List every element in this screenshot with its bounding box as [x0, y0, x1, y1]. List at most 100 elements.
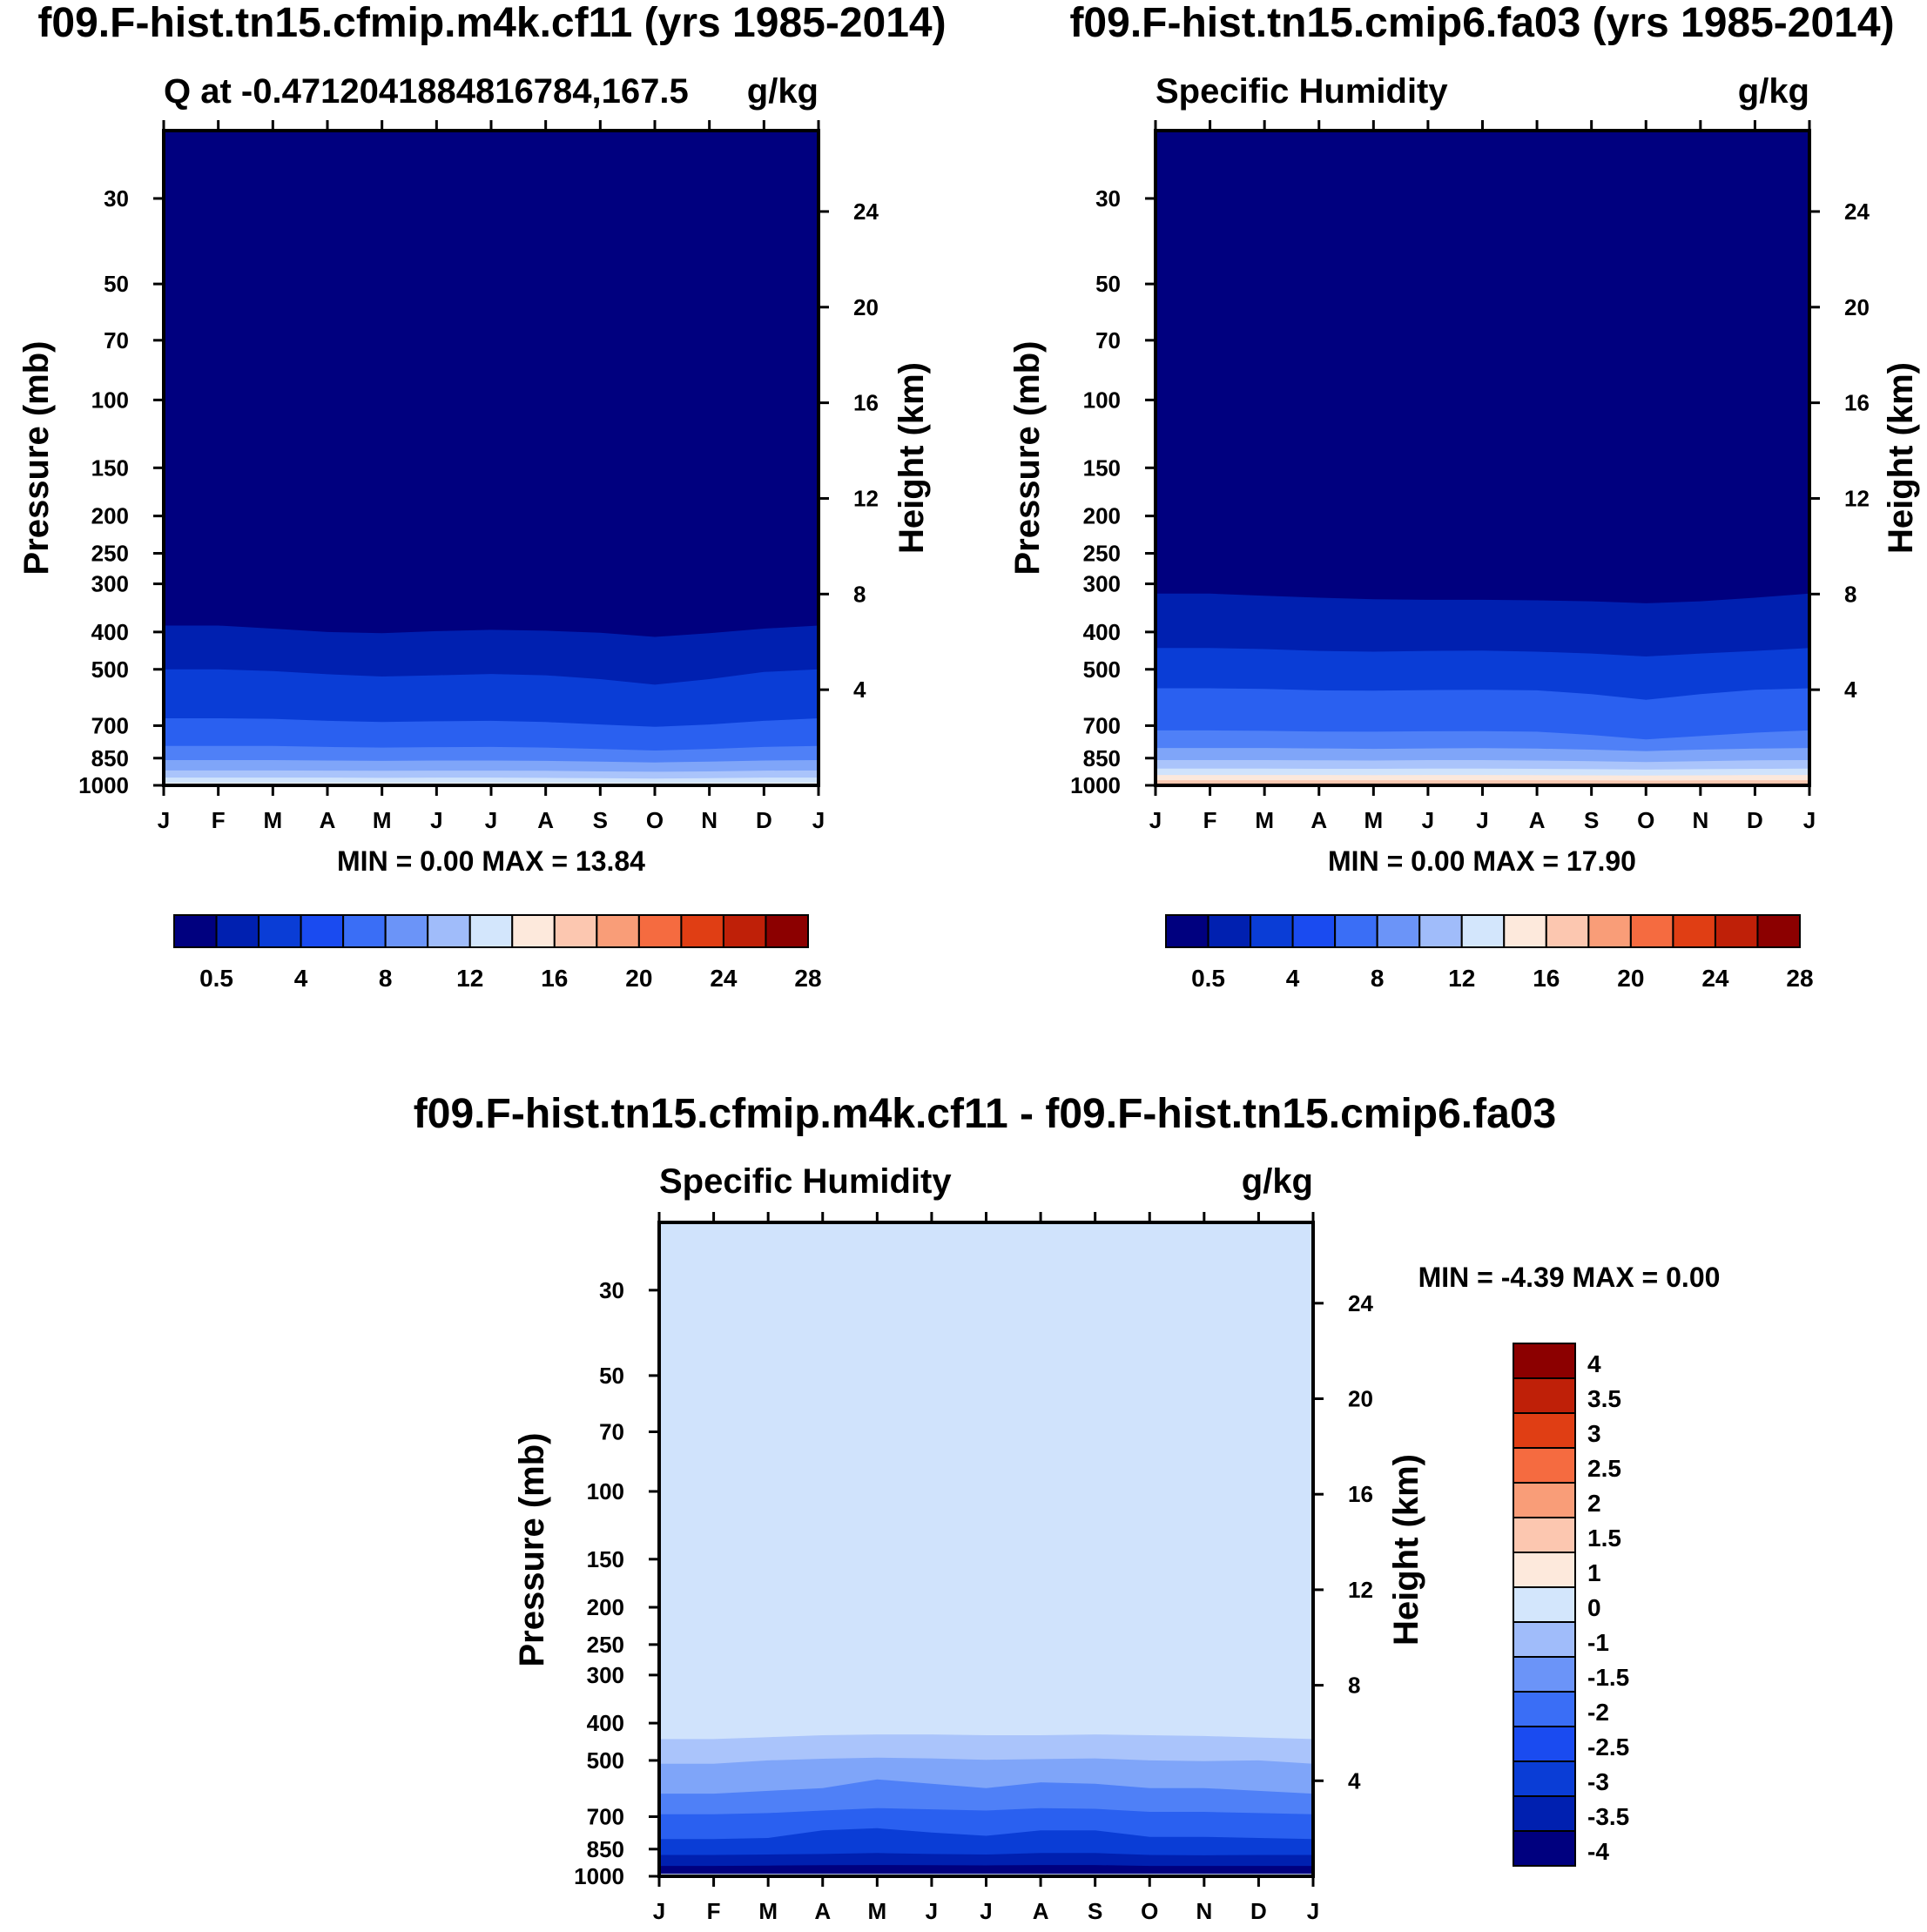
- panel-3-subtitle-left: Specific Humidity: [659, 1162, 952, 1201]
- y-tick-label: 400: [587, 1710, 624, 1736]
- x-tick-label: M: [373, 807, 392, 833]
- colorbar-label: 1: [1587, 1559, 1601, 1586]
- y-tick-label: 850: [91, 745, 129, 771]
- x-tick-label: J: [1307, 1898, 1319, 1924]
- panel-3-ylabel-right: Height (km): [1387, 1454, 1425, 1646]
- colorbar-box: [1503, 914, 1547, 948]
- x-tick-label: D: [1747, 807, 1763, 833]
- x-tick-label: M: [263, 807, 282, 833]
- y-tick-label: 400: [91, 619, 129, 645]
- colorbar-label: 0: [1587, 1594, 1601, 1621]
- colorbar-label: 12: [1448, 965, 1475, 992]
- colorbar-box: [596, 914, 640, 948]
- contour-band-7: [659, 1865, 1313, 1876]
- x-tick-label: J: [1422, 807, 1434, 833]
- panel-1-subtitle-left: Q at -0.4712041884816784,167.5: [164, 72, 689, 111]
- colorbar-label: 3: [1587, 1420, 1601, 1447]
- x-tick-label: J: [1803, 807, 1816, 833]
- y-right-tick-label: 20: [1348, 1386, 1373, 1412]
- y-tick-label: 700: [1083, 712, 1121, 738]
- x-tick-label: J: [158, 807, 170, 833]
- colorbar-box: [553, 914, 598, 948]
- colorbar-box: [511, 914, 556, 948]
- colorbar-box: [1587, 914, 1632, 948]
- x-tick-label: M: [758, 1898, 778, 1924]
- y-tick-label: 500: [1083, 656, 1121, 683]
- colorbar-box: [1250, 914, 1294, 948]
- colorbar-box: [173, 914, 218, 948]
- colorbar-box: [1756, 914, 1802, 948]
- colorbar-label: -1.5: [1587, 1664, 1629, 1691]
- y-tick-label: 150: [91, 454, 129, 481]
- x-tick-label: J: [430, 807, 442, 833]
- colorbar-label: 24: [710, 965, 738, 992]
- x-tick-label: N: [1692, 807, 1708, 833]
- y-tick-label: 50: [104, 271, 129, 297]
- colorbar-box: [342, 914, 387, 948]
- colorbar-box: [1513, 1656, 1576, 1693]
- y-tick-label: 100: [91, 387, 129, 413]
- x-tick-label: J: [926, 1898, 938, 1924]
- y-tick-label: 100: [1083, 387, 1121, 413]
- colorbar-label: 8: [379, 965, 393, 992]
- y-tick-label: 300: [91, 571, 129, 597]
- panel-2-contour-fill: [1156, 131, 1809, 785]
- panel-3-y-right-ticks: 24 20 16 12 8 4: [1313, 1290, 1373, 1794]
- colorbar-box: [215, 914, 260, 948]
- x-tick-label: J: [653, 1898, 665, 1924]
- panel-1-ylabel: Pressure (mb): [17, 341, 56, 576]
- y-tick-label: 70: [104, 327, 129, 353]
- x-tick-label: F: [212, 807, 226, 833]
- x-tick-label: J: [1476, 807, 1488, 833]
- colorbar-box: [427, 914, 471, 948]
- x-tick-label: O: [1637, 807, 1654, 833]
- y-tick-label: 200: [1083, 503, 1121, 529]
- x-tick-label: F: [707, 1898, 721, 1924]
- colorbar-label: 28: [1786, 965, 1813, 992]
- panel-2-title: f09.F-hist.tn15.cmip6.fa03 (yrs 1985-201…: [1069, 0, 1894, 46]
- panel-1-stats: MIN = 0.00 MAX = 13.84: [337, 845, 645, 877]
- colorbar-label: 1.5: [1587, 1525, 1621, 1552]
- colorbar-box: [1513, 1795, 1576, 1832]
- colorbar-box: [1629, 914, 1674, 948]
- x-tick-label: J: [485, 807, 497, 833]
- x-tick-label: D: [1250, 1898, 1267, 1924]
- colorbar-box: [1513, 1412, 1576, 1449]
- colorbar-box: [1513, 1517, 1576, 1553]
- colorbar-box: [1714, 914, 1759, 948]
- x-tick-label: M: [1364, 807, 1383, 833]
- colorbar-label: 2: [1587, 1490, 1601, 1517]
- y-right-tick-label: 8: [1348, 1673, 1360, 1699]
- colorbar-box: [1418, 914, 1463, 948]
- colorbar-box: [1291, 914, 1337, 948]
- x-tick-label: A: [814, 1898, 831, 1924]
- colorbar-box: [468, 914, 514, 948]
- x-tick-label: S: [593, 807, 608, 833]
- panel-3-colorbar: 4 3.5 3 2.5 2 1.5 1 0 -1 -1.5 -2 -2.5 -3 -3.5 -4: [1513, 1343, 1629, 1867]
- panel-1-contour-fill: [164, 131, 819, 785]
- colorbar-box: [765, 914, 810, 948]
- colorbar-label: 0.5: [1191, 965, 1225, 992]
- y-tick-label: 150: [587, 1546, 624, 1572]
- colorbar-label: -4: [1587, 1838, 1609, 1865]
- colorbar-box: [1513, 1621, 1576, 1658]
- y-right-tick-label: 24: [1348, 1290, 1373, 1316]
- y-tick-label: 300: [587, 1662, 624, 1688]
- panel-2-colorbar: 0.5 4 8 12 16 20 24 28: [1165, 914, 1814, 992]
- colorbar-box: [1545, 914, 1590, 948]
- x-tick-label: O: [1141, 1898, 1158, 1924]
- y-right-tick-label: 20: [1844, 294, 1870, 320]
- colorbar-label: 4: [1286, 965, 1300, 992]
- panel-1-colorbar: 0.5 4 8 12 16 20 24 28: [173, 914, 822, 992]
- y-right-tick-label: 16: [1348, 1481, 1373, 1507]
- y-tick-label: 1000: [574, 1863, 624, 1889]
- y-right-tick-label: 4: [853, 677, 866, 703]
- colorbar-box: [1513, 1586, 1576, 1623]
- y-tick-label: 700: [587, 1804, 624, 1830]
- colorbar-label: -2: [1587, 1699, 1609, 1726]
- panel-2-stats: MIN = 0.00 MAX = 17.90: [1328, 845, 1636, 877]
